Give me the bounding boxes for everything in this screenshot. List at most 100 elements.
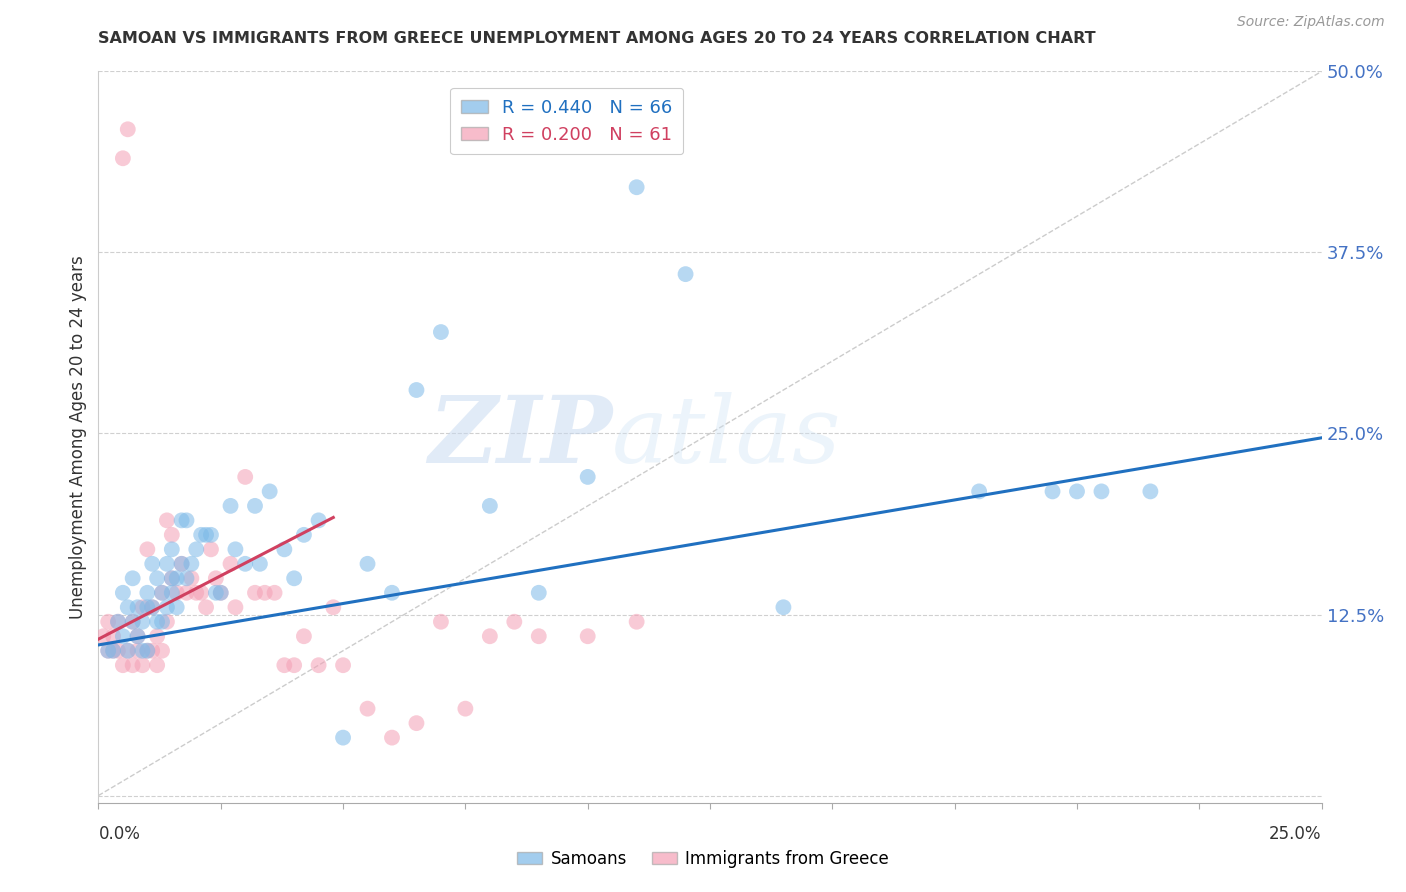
Point xyxy=(332,731,354,745)
Point xyxy=(156,615,179,629)
Point xyxy=(121,571,143,585)
Point xyxy=(136,542,159,557)
Point xyxy=(967,484,990,499)
Point xyxy=(170,513,193,527)
Point xyxy=(249,557,271,571)
Point xyxy=(233,557,256,571)
Point xyxy=(176,571,198,585)
Point xyxy=(283,571,305,585)
Point xyxy=(381,586,404,600)
Point xyxy=(146,571,169,585)
Point xyxy=(180,557,202,571)
Point xyxy=(478,499,501,513)
Y-axis label: Unemployment Among Ages 20 to 24 years: Unemployment Among Ages 20 to 24 years xyxy=(69,255,87,619)
Point xyxy=(209,586,232,600)
Point xyxy=(205,571,228,585)
Point xyxy=(141,644,163,658)
Point xyxy=(156,600,179,615)
Point xyxy=(160,528,183,542)
Point xyxy=(259,484,281,499)
Point xyxy=(405,383,427,397)
Point xyxy=(97,615,120,629)
Point xyxy=(136,586,159,600)
Point xyxy=(1066,484,1088,499)
Point xyxy=(273,658,295,673)
Point xyxy=(131,615,153,629)
Point xyxy=(160,586,183,600)
Point xyxy=(576,470,599,484)
Point xyxy=(160,571,183,585)
Point xyxy=(131,658,153,673)
Point xyxy=(156,557,179,571)
Point xyxy=(97,644,120,658)
Point xyxy=(97,644,120,658)
Point xyxy=(454,701,477,715)
Point xyxy=(224,542,246,557)
Point xyxy=(190,586,212,600)
Point xyxy=(121,615,143,629)
Point xyxy=(219,557,242,571)
Point xyxy=(121,658,143,673)
Point xyxy=(146,615,169,629)
Point xyxy=(136,644,159,658)
Point xyxy=(150,586,173,600)
Point xyxy=(136,644,159,658)
Point xyxy=(332,658,354,673)
Point xyxy=(141,557,163,571)
Point xyxy=(156,513,179,527)
Point xyxy=(205,586,228,600)
Point xyxy=(273,542,295,557)
Point xyxy=(356,701,378,715)
Point xyxy=(176,513,198,527)
Point xyxy=(160,571,183,585)
Point xyxy=(166,600,188,615)
Point xyxy=(170,557,193,571)
Point xyxy=(117,644,139,658)
Point xyxy=(127,629,149,643)
Point xyxy=(527,629,550,643)
Text: 25.0%: 25.0% xyxy=(1270,825,1322,843)
Point xyxy=(111,586,134,600)
Point xyxy=(150,615,173,629)
Point xyxy=(180,571,202,585)
Point xyxy=(283,658,305,673)
Point xyxy=(243,499,266,513)
Point xyxy=(117,122,139,136)
Point xyxy=(121,615,143,629)
Point xyxy=(405,716,427,731)
Point xyxy=(127,600,149,615)
Text: SAMOAN VS IMMIGRANTS FROM GREECE UNEMPLOYMENT AMONG AGES 20 TO 24 YEARS CORRELAT: SAMOAN VS IMMIGRANTS FROM GREECE UNEMPLO… xyxy=(98,31,1097,46)
Point xyxy=(243,586,266,600)
Point xyxy=(356,557,378,571)
Point xyxy=(626,180,648,194)
Point xyxy=(150,586,173,600)
Point xyxy=(101,644,124,658)
Point xyxy=(219,499,242,513)
Point xyxy=(150,644,173,658)
Point xyxy=(430,615,453,629)
Point xyxy=(503,615,526,629)
Point xyxy=(626,615,648,629)
Point xyxy=(107,615,129,629)
Point xyxy=(292,528,315,542)
Point xyxy=(170,557,193,571)
Point xyxy=(160,542,183,557)
Point xyxy=(430,325,453,339)
Point xyxy=(253,586,276,600)
Point xyxy=(224,600,246,615)
Text: 0.0%: 0.0% xyxy=(98,825,141,843)
Point xyxy=(111,629,134,643)
Point xyxy=(111,658,134,673)
Point xyxy=(107,615,129,629)
Legend: Samoans, Immigrants from Greece: Samoans, Immigrants from Greece xyxy=(510,844,896,875)
Point xyxy=(381,731,404,745)
Point xyxy=(675,267,697,281)
Point xyxy=(131,600,153,615)
Point xyxy=(233,470,256,484)
Point xyxy=(141,600,163,615)
Point xyxy=(146,658,169,673)
Point xyxy=(322,600,344,615)
Point xyxy=(117,644,139,658)
Point xyxy=(1042,484,1064,499)
Point xyxy=(190,528,212,542)
